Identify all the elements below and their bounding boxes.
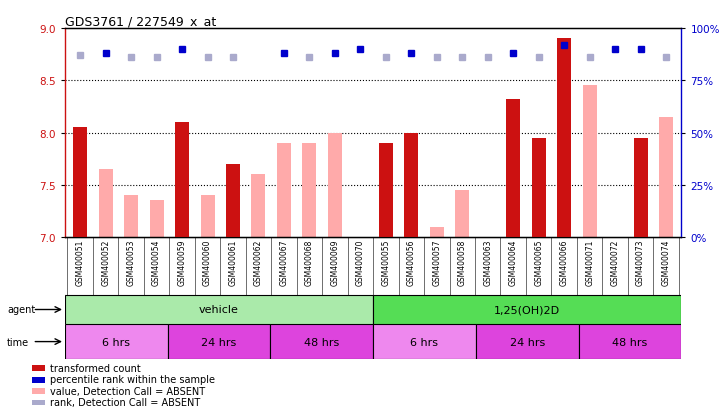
Text: 48 hrs: 48 hrs [612,337,647,347]
Bar [73,128,87,237]
Text: GDS3761 / 227549_x_at: GDS3761 / 227549_x_at [65,15,216,28]
Bar [226,164,240,237]
Bar [373,295,681,324]
Bar [379,144,393,237]
Bar [578,324,681,359]
Bar [65,324,167,359]
Text: GSM400055: GSM400055 [381,239,390,286]
Text: vehicle: vehicle [199,305,239,315]
Text: 6 hrs: 6 hrs [410,337,438,347]
Bar [277,144,291,237]
Text: transformed count: transformed count [50,363,141,373]
Bar [252,175,265,237]
Text: GSM400054: GSM400054 [152,239,161,286]
Bar [634,138,647,237]
Text: GSM400066: GSM400066 [559,239,569,286]
Bar [32,366,45,371]
Bar [270,324,373,359]
Text: 24 hrs: 24 hrs [201,337,236,347]
Text: value, Detection Call = ABSENT: value, Detection Call = ABSENT [50,386,205,396]
Bar [373,324,476,359]
Text: GSM400061: GSM400061 [229,239,237,285]
Text: 6 hrs: 6 hrs [102,337,131,347]
Text: GSM400068: GSM400068 [305,239,314,285]
Bar [32,377,45,382]
Text: GSM400064: GSM400064 [509,239,518,286]
Bar [583,86,597,237]
Bar [149,201,164,237]
Text: GSM400057: GSM400057 [433,239,441,286]
Text: GSM400067: GSM400067 [280,239,288,286]
Text: GSM400069: GSM400069 [330,239,340,286]
Text: GSM400058: GSM400058 [458,239,466,285]
Bar [659,118,673,237]
Text: time: time [7,337,30,347]
Bar [430,227,444,237]
Bar [32,388,45,394]
Bar [531,138,546,237]
Bar [99,170,112,237]
Bar [124,196,138,237]
Bar [200,196,215,237]
Text: GSM400063: GSM400063 [483,239,492,286]
Bar [455,190,469,237]
Text: GSM400062: GSM400062 [254,239,263,285]
Bar [302,144,317,237]
Text: GSM400059: GSM400059 [177,239,187,286]
Bar [175,123,189,237]
Text: 24 hrs: 24 hrs [510,337,545,347]
Bar [328,133,342,237]
Text: rank, Detection Call = ABSENT: rank, Detection Call = ABSENT [50,397,200,407]
Text: GSM400074: GSM400074 [662,239,671,286]
Text: agent: agent [7,305,35,315]
Text: GSM400065: GSM400065 [534,239,543,286]
Bar [167,324,270,359]
Bar [32,400,45,406]
Text: GSM400056: GSM400056 [407,239,416,286]
Text: 1,25(OH)2D: 1,25(OH)2D [494,305,560,315]
Bar [506,100,521,237]
Text: percentile rank within the sample: percentile rank within the sample [50,375,215,385]
Bar [65,295,373,324]
Bar [557,39,571,237]
Text: GSM400073: GSM400073 [636,239,645,286]
Text: GSM400060: GSM400060 [203,239,212,286]
Text: GSM400053: GSM400053 [127,239,136,286]
Bar [404,133,418,237]
Text: GSM400071: GSM400071 [585,239,594,285]
Bar [476,324,578,359]
Text: GSM400070: GSM400070 [356,239,365,286]
Text: GSM400072: GSM400072 [611,239,619,285]
Text: 48 hrs: 48 hrs [304,337,340,347]
Text: GSM400052: GSM400052 [101,239,110,285]
Text: GSM400051: GSM400051 [76,239,84,285]
